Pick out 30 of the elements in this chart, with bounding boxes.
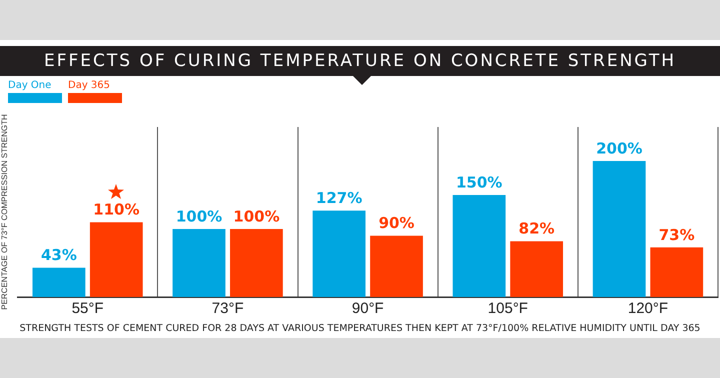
text: Day One bbox=[8, 80, 52, 91]
text: STRENGTH TESTS OF CEMENT CURED FOR 28 DAYS AT VARIOUS TEMPERATURES THEN KEPT AT 73°F/100% RELATIVE HUMIDITY UNTIL DAY 365 bbox=[18, 323, 702, 334]
x-tick-label: 73°F bbox=[212, 300, 244, 318]
data-label: 82% bbox=[518, 220, 555, 238]
x-tick-label: 120°F bbox=[628, 300, 668, 318]
x-tick-label: 55°F bbox=[72, 300, 104, 318]
bar bbox=[230, 229, 283, 297]
bar bbox=[452, 195, 506, 297]
x-tick-label: 105°F bbox=[488, 300, 528, 318]
bar bbox=[370, 236, 423, 297]
bar bbox=[650, 247, 704, 297]
data-label: 110% bbox=[93, 200, 140, 219]
data-label: 73% bbox=[658, 226, 695, 244]
text: Day 365 bbox=[68, 80, 112, 91]
bar bbox=[90, 222, 143, 297]
data-label: 90% bbox=[378, 214, 414, 232]
chart-title: EFFECTS OF CURING TEMPERATURE ON CONCRETE STRENGTH bbox=[0, 46, 720, 76]
data-label: 150% bbox=[456, 173, 502, 192]
data-label: 43% bbox=[40, 246, 77, 264]
y-axis-title: PERCENTAGE OF 73°F COMPRESSION STRENGTH bbox=[0, 114, 10, 310]
data-label: 127% bbox=[316, 189, 362, 208]
bar bbox=[510, 241, 564, 297]
bar bbox=[172, 229, 226, 297]
bar bbox=[32, 268, 86, 297]
data-label: 200% bbox=[596, 139, 642, 158]
bar bbox=[312, 210, 366, 297]
data-label: 100% bbox=[233, 207, 280, 226]
x-tick-label: 90°F bbox=[352, 300, 384, 318]
bar bbox=[592, 161, 646, 297]
data-label: 100% bbox=[176, 207, 222, 226]
